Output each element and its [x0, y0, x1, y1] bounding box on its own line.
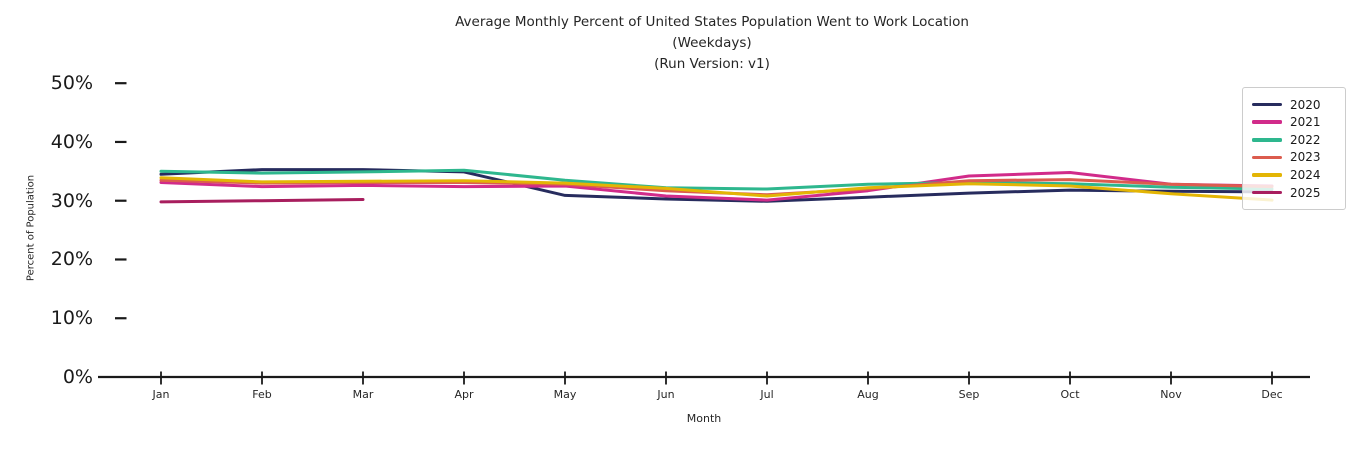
legend-label-2022: 2022 [1290, 132, 1321, 147]
series-line-2024 [159, 176, 1274, 202]
legend-swatch-2020 [1252, 102, 1282, 107]
y-tick-label-50: 50% [50, 72, 93, 95]
chart-title: Average Monthly Percent of United States… [455, 12, 969, 75]
y-tick-label-30: 30% [50, 189, 93, 212]
x-tick-label-jul: Jul [760, 388, 774, 401]
legend-item-2022: 2022 [1252, 132, 1336, 148]
legend: 2020 2021 2022 2023 2024 2025 [1242, 87, 1346, 211]
chart-title-line-1: Average Monthly Percent of United States… [455, 14, 969, 30]
x-tick-label-oct: Oct [1060, 388, 1080, 401]
legend-swatch-2023 [1252, 155, 1282, 160]
x-axis-label: Month [686, 412, 722, 425]
legend-swatch-2024 [1252, 173, 1282, 177]
y-tick-label-10: 10% [50, 307, 93, 330]
series-line-2020 [159, 168, 1274, 203]
x-tick-label-jun: Jun [657, 388, 675, 401]
x-tick-label-nov: Nov [1160, 388, 1182, 401]
y-axis-label: Percent of Population [25, 174, 37, 282]
chart-title-line-2: (Weekdays) [672, 35, 752, 51]
y-tick-label-40: 40% [50, 130, 93, 153]
legend-swatch-2025 [1252, 190, 1282, 195]
x-tick-label-sep: Sep [958, 388, 980, 401]
series-line-2021 [159, 171, 1274, 202]
x-tick-label-aug: Aug [857, 388, 879, 401]
legend-item-2024: 2024 [1252, 167, 1336, 183]
y-tick-label-20: 20% [50, 248, 93, 271]
x-tick-label-dec: Dec [1261, 388, 1283, 401]
legend-item-2021: 2021 [1252, 114, 1336, 130]
series-line-2025 [159, 198, 365, 204]
x-tick-label-jan: Jan [152, 388, 170, 401]
chart-title-line-3: (Run Version: v1) [654, 56, 770, 72]
series-line-2022 [159, 168, 1274, 191]
legend-item-2023: 2023 [1252, 149, 1336, 165]
legend-item-2025: 2025 [1252, 185, 1336, 201]
legend-swatch-2021 [1252, 120, 1282, 124]
legend-item-2020: 2020 [1252, 97, 1336, 113]
legend-label-2020: 2020 [1290, 97, 1321, 112]
legend-label-2024: 2024 [1290, 167, 1321, 182]
y-tick-label-0: 0% [62, 366, 93, 388]
legend-label-2023: 2023 [1290, 150, 1321, 165]
legend-swatch-2022 [1252, 138, 1282, 142]
x-tick-label-mar: Mar [352, 388, 374, 401]
x-tick-label-may: May [553, 388, 577, 401]
x-tick-label-apr: Apr [454, 388, 474, 401]
legend-label-2021: 2021 [1290, 115, 1321, 130]
legend-label-2025: 2025 [1290, 185, 1321, 200]
x-tick-label-feb: Feb [252, 388, 272, 401]
